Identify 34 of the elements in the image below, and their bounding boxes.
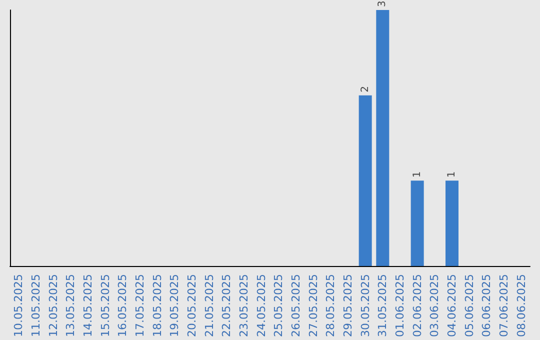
x-tick-label: 13.05.2025 <box>64 274 78 338</box>
x-tick-label: 31.05.2025 <box>376 274 390 338</box>
x-tick-label: 01.06.2025 <box>394 274 406 338</box>
x-tick-label: 16.05.2025 <box>116 274 130 338</box>
data-label: 2 <box>360 86 371 92</box>
x-tick-label: 14.05.2025 <box>82 274 94 338</box>
x-tick-label: 22.05.2025 <box>220 274 234 338</box>
x-tick-label: 23.05.2025 <box>238 274 250 338</box>
x-tick-label: 18.05.2025 <box>150 274 164 338</box>
x-tick-label: 29.05.2025 <box>342 274 354 338</box>
x-tick-label: 20.05.2025 <box>186 274 198 338</box>
x-tick-label: 06.06.2025 <box>480 274 494 338</box>
x-tick-label: 15.05.2025 <box>98 274 112 338</box>
x-tick-label: 03.06.2025 <box>428 274 442 338</box>
x-tick-label: 27.05.2025 <box>306 274 320 338</box>
x-tick-label: 04.06.2025 <box>446 274 458 338</box>
x-tick-label: 19.05.2025 <box>168 274 182 338</box>
data-label: 1 <box>412 171 423 178</box>
x-tick-label: 05.06.2025 <box>462 274 476 338</box>
x-tick-label: 08.06.2025 <box>514 274 528 338</box>
x-tick-label: 24.05.2025 <box>254 274 268 338</box>
x-tick-label: 26.05.2025 <box>290 274 302 338</box>
data-label: 1 <box>446 171 458 178</box>
x-tick-label: 28.05.2025 <box>324 274 338 338</box>
x-tick-label: 30.05.2025 <box>358 274 372 338</box>
x-tick-label: 25.05.2025 <box>272 274 286 338</box>
x-tick-label: 07.06.2025 <box>498 274 510 338</box>
data-label: 3 <box>377 0 388 7</box>
x-tick-label: 17.05.2025 <box>134 274 146 338</box>
x-tick-label: 12.05.2025 <box>46 274 60 338</box>
x-tick-label: 21.05.2025 <box>202 274 216 338</box>
x-tick-label: 11.05.2025 <box>30 274 42 338</box>
x-tick-label: 02.06.2025 <box>410 274 424 338</box>
x-tick-label: 10.05.2025 <box>12 274 26 338</box>
